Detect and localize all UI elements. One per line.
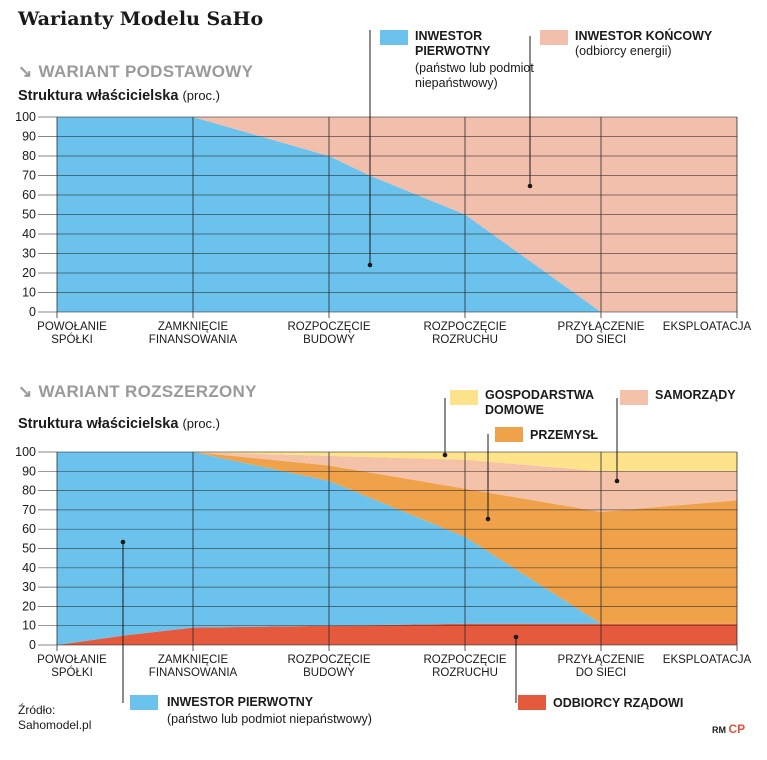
x-tick-label: FINANSOWANIA <box>149 667 238 679</box>
variant-basic-heading: ↘ WARIANT PODSTAWOWY <box>18 62 253 82</box>
credit-logo: CP <box>728 722 746 736</box>
leader-dot <box>527 183 533 189</box>
y-tick-label: 50 <box>22 208 36 222</box>
y-tick-label: 50 <box>22 542 36 556</box>
x-tick-label: SPÓŁKI <box>51 666 93 679</box>
leader-dot <box>120 539 126 545</box>
x-tick-label: ROZPOCZĘCIE <box>423 654 506 666</box>
legend-swatch-households <box>450 390 478 405</box>
x-tick-label: DO SIECI <box>576 667 626 679</box>
y-tick-label: 30 <box>22 580 36 594</box>
arrow-down-right-icon: ↘ <box>18 382 33 401</box>
area-przemysł <box>57 452 737 624</box>
x-tick-label: ZAMKNIĘCIE <box>158 321 229 333</box>
legend-investor-primary: INWESTOR PIERWOTNY (państwo lub podmiot … <box>415 29 545 91</box>
leader-dot <box>614 478 620 484</box>
y-tick-label: 70 <box>22 169 36 183</box>
legend-swatch-government <box>518 695 546 710</box>
legend-investor-primary-sub: (państwo lub podmiot niepaństwowy) <box>415 61 534 90</box>
y-tick-label: 0 <box>29 638 36 652</box>
legend-investor-final-sub: (odbiorcy energii) <box>575 44 672 58</box>
y-tick-label: 60 <box>22 522 36 536</box>
x-tick-label: PRZYŁĄCZENIE <box>558 654 645 666</box>
page-title: Warianty Modelu SaHo <box>18 8 264 30</box>
leader-dot <box>367 262 373 268</box>
area-gospodarstwa-domowe <box>57 452 737 472</box>
y-tick-label: 20 <box>22 266 36 280</box>
legend-swatch-local-gov <box>620 390 648 405</box>
legend-investor-primary-ext-sub: (państwo lub podmiot niepaństwowy) <box>167 712 372 726</box>
x-tick-label: BUDOWY <box>303 334 355 346</box>
y-tick-label: 100 <box>15 445 36 459</box>
y-tick-label: 70 <box>22 503 36 517</box>
x-tick-label: PRZYŁĄCZENIE <box>558 321 645 333</box>
x-tick-label: EKSPLOATACJA <box>663 654 752 666</box>
legend-investor-primary-title: INWESTOR PIERWOTNY <box>415 29 491 58</box>
x-tick-label: ROZRUCHU <box>432 667 498 679</box>
credit-initials: RM <box>712 725 726 735</box>
x-tick-label: POWOŁANIE <box>37 321 107 333</box>
variant-basic-label: WARIANT PODSTAWOWY <box>38 62 254 81</box>
legend-households: GOSPODARSTWA DOMOWE <box>485 388 594 417</box>
variant-extended-heading: ↘ WARIANT ROZSZERZONY <box>18 382 257 402</box>
x-tick-label: ROZRUCHU <box>432 334 498 346</box>
area-samorządy <box>57 452 737 512</box>
legend-local-gov: SAMORZĄDY <box>655 388 736 402</box>
leader-dot <box>485 516 491 522</box>
y-tick-label: 100 <box>15 110 36 124</box>
y-tick-label: 40 <box>22 561 36 575</box>
legend-swatch-investor-primary <box>380 30 408 45</box>
y-tick-label: 80 <box>22 484 36 498</box>
y-tick-label: 20 <box>22 599 36 613</box>
legend-swatch-industry <box>495 427 523 442</box>
y-tick-label: 80 <box>22 149 36 163</box>
legend-swatch-investor-primary-ext <box>130 695 158 710</box>
legend-swatch-investor-final <box>540 30 568 45</box>
y-tick-label: 60 <box>22 188 36 202</box>
y-tick-label: 0 <box>29 305 36 319</box>
x-tick-label: ROZPOCZĘCIE <box>287 321 370 333</box>
y-tick-label: 90 <box>22 464 36 478</box>
x-tick-label: ZAMKNIĘCIE <box>158 654 229 666</box>
credit: RM CP <box>712 722 745 736</box>
source-value: Sahomodel.pl <box>18 718 92 732</box>
x-tick-label: SPÓŁKI <box>51 333 93 346</box>
y-tick-label: 10 <box>22 619 36 633</box>
area-odbiorcy-rządowi <box>57 623 737 645</box>
legend-investor-final-title: INWESTOR KOŃCOWY <box>575 29 713 43</box>
source-label: Źródło: <box>18 703 56 717</box>
legend-government: ODBIORCY RZĄDOWI <box>553 696 684 710</box>
variant-extended-label: WARIANT ROZSZERZONY <box>38 382 257 401</box>
unit-label: (proc.) <box>182 88 220 103</box>
leader-dot <box>442 452 448 458</box>
legend-investor-primary-ext: INWESTOR PIERWOTNY (państwo lub podmiot … <box>167 695 467 727</box>
x-tick-label: FINANSOWANIA <box>149 334 238 346</box>
leader-dot <box>513 634 519 640</box>
y-tick-label: 10 <box>22 286 36 300</box>
legend-industry: PRZEMYSŁ <box>530 428 599 442</box>
arrow-down-right-icon: ↘ <box>18 62 33 81</box>
y-tick-label: 90 <box>22 130 36 144</box>
ownership-subtitle-extended: Struktura właścicielska (proc.) <box>18 416 220 432</box>
ownership-label: Struktura właścicielska <box>18 416 179 432</box>
legend-investor-final: INWESTOR KOŃCOWY (odbiorcy energii) <box>575 29 755 59</box>
area-inwestor-końcowy <box>57 117 737 312</box>
unit-label: (proc.) <box>182 416 220 431</box>
ownership-subtitle-basic: Struktura właścicielska (proc.) <box>18 88 220 104</box>
x-tick-label: BUDOWY <box>303 667 355 679</box>
x-tick-label: POWOŁANIE <box>37 654 107 666</box>
ownership-label: Struktura właścicielska <box>18 88 179 104</box>
y-tick-label: 30 <box>22 247 36 261</box>
x-tick-label: ROZPOCZĘCIE <box>423 321 506 333</box>
source: Źródło: Sahomodel.pl <box>18 703 91 733</box>
x-tick-label: EKSPLOATACJA <box>663 321 752 333</box>
legend-investor-primary-ext-title: INWESTOR PIERWOTNY <box>167 695 314 709</box>
x-tick-label: ROZPOCZĘCIE <box>287 654 370 666</box>
y-tick-label: 40 <box>22 227 36 241</box>
x-tick-label: DO SIECI <box>576 334 626 346</box>
